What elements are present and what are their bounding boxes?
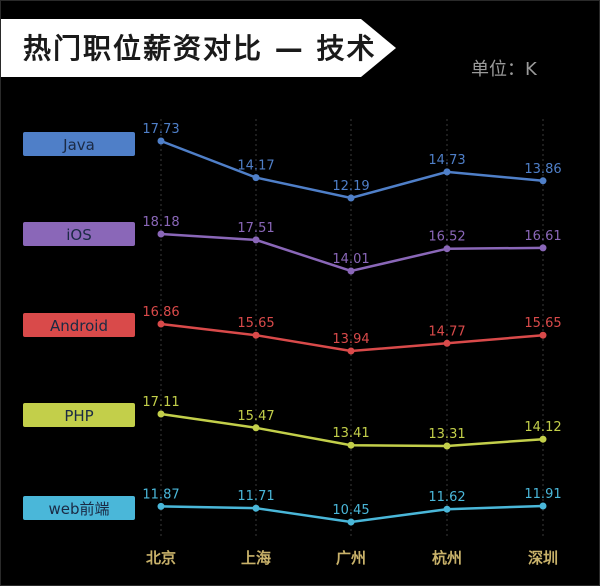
data-label: 18.18 — [142, 215, 179, 230]
legend-label: web前端 — [48, 500, 109, 518]
data-point — [539, 435, 547, 443]
data-label: 16.61 — [524, 229, 561, 244]
data-label: 14.73 — [428, 153, 465, 168]
data-point — [539, 502, 547, 510]
legend-label: Android — [50, 317, 108, 335]
data-point — [443, 442, 451, 450]
data-point — [157, 320, 165, 328]
data-label: 11.87 — [142, 487, 179, 502]
data-point — [252, 174, 260, 182]
data-label: 16.52 — [428, 230, 465, 245]
data-label: 15.47 — [237, 409, 274, 424]
data-point — [539, 331, 547, 339]
legend-swatch — [23, 132, 135, 156]
chart-title: 热门职位薪资对比 — 技术 — [23, 32, 377, 65]
legend-label: iOS — [66, 226, 92, 244]
data-point — [157, 137, 165, 145]
data-label: 12.19 — [332, 179, 369, 194]
data-point — [157, 410, 165, 418]
data-point — [347, 441, 355, 449]
title-banner: 热门职位薪资对比 — 技术 — [1, 19, 401, 77]
data-label: 11.91 — [524, 487, 561, 502]
legend-swatch — [23, 403, 135, 427]
data-point — [252, 504, 260, 512]
data-label: 14.17 — [237, 159, 274, 174]
data-label: 13.41 — [332, 426, 369, 441]
data-point — [539, 177, 547, 185]
data-label: 17.11 — [142, 395, 179, 410]
data-label: 11.71 — [237, 489, 274, 504]
data-label: 11.62 — [428, 490, 465, 505]
unit-label: 单位：K — [471, 59, 537, 80]
x-tick-label: 广州 — [336, 549, 366, 567]
data-point — [157, 502, 165, 510]
data-point — [347, 267, 355, 275]
data-label: 16.86 — [142, 305, 179, 320]
data-point — [347, 194, 355, 202]
legend-swatch — [23, 313, 135, 337]
data-label: 17.73 — [142, 122, 179, 137]
data-label: 13.31 — [428, 427, 465, 442]
legend-swatch — [23, 496, 135, 520]
data-point — [252, 424, 260, 432]
data-label: 10.45 — [332, 503, 369, 518]
data-point — [443, 168, 451, 176]
data-point — [252, 236, 260, 244]
data-label: 13.94 — [332, 332, 369, 347]
x-tick-label: 北京 — [146, 549, 176, 567]
x-tick-label: 上海 — [241, 549, 271, 567]
data-label: 15.65 — [524, 316, 561, 331]
data-point — [347, 347, 355, 355]
data-label: 14.01 — [332, 252, 369, 267]
x-tick-label: 深圳 — [528, 549, 558, 567]
data-point — [443, 339, 451, 347]
legend-label: Java — [62, 136, 95, 154]
data-label: 13.86 — [524, 162, 561, 177]
data-point — [443, 245, 451, 253]
data-point — [443, 505, 451, 513]
data-label: 14.12 — [524, 420, 561, 435]
legend-swatch — [23, 222, 135, 246]
data-point — [539, 244, 547, 252]
data-point — [347, 518, 355, 526]
data-point — [157, 230, 165, 238]
data-label: 15.65 — [237, 316, 274, 331]
data-label: 17.51 — [237, 221, 274, 236]
x-tick-label: 杭州 — [432, 549, 462, 567]
data-label: 14.77 — [428, 324, 465, 339]
data-point — [252, 331, 260, 339]
title-banner-shape — [1, 19, 396, 77]
legend-label: PHP — [64, 407, 93, 425]
